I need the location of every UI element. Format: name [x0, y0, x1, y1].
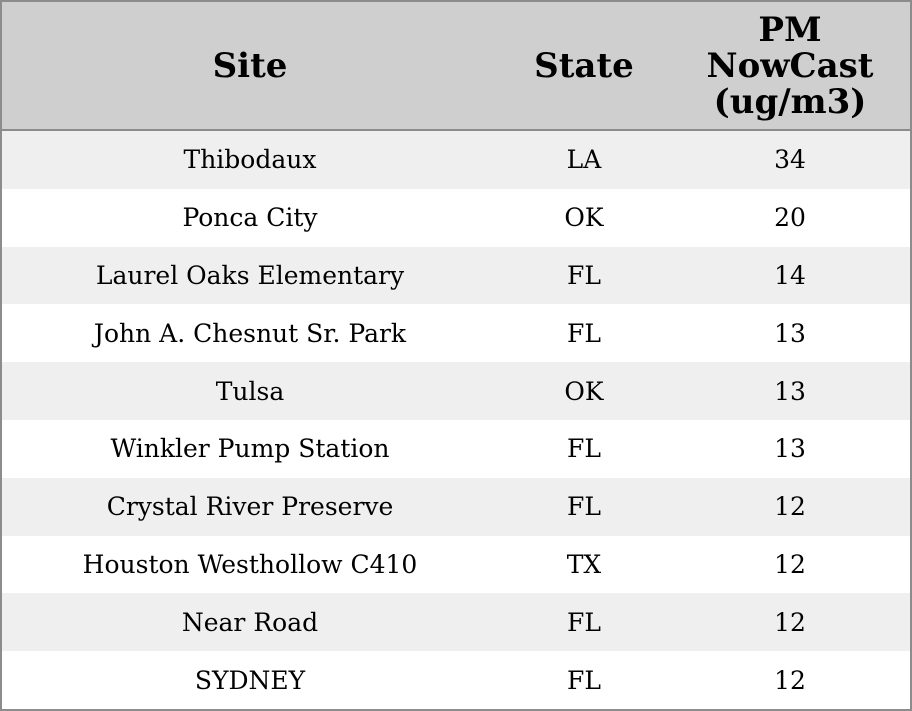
table-row: Ponca City OK 20 [2, 188, 910, 247]
cell-state: FL [567, 434, 601, 464]
cell-state: TX [566, 549, 602, 579]
cell-pm-nowcast: 12 [774, 607, 806, 637]
cell-pm-nowcast: 13 [774, 318, 806, 348]
cell-site: John A. Chesnut Sr. Park [93, 318, 407, 348]
cell-pm-nowcast: 13 [774, 434, 806, 464]
cell-site: Crystal River Preserve [106, 492, 394, 522]
table-row: SYDNEY FL 12 [2, 651, 910, 709]
cell-state: FL [567, 607, 601, 637]
cell-state: OK [564, 376, 604, 406]
cell-state: OK [564, 203, 604, 233]
table-row: Near Road FL 12 [2, 593, 910, 652]
cell-state: FL [567, 260, 601, 290]
cell-site: Tulsa [215, 376, 285, 406]
cell-state: FL [567, 318, 601, 348]
cell-site: Near Road [181, 607, 319, 637]
cell-pm-nowcast: 14 [774, 260, 806, 290]
cell-site: Winkler Pump Station [110, 434, 390, 464]
cell-pm-nowcast: 34 [774, 145, 806, 175]
header-site: Site [2, 2, 498, 129]
table-header-row: Site State PM NowCast (ug/m3) [2, 2, 910, 131]
header-pm-line3: (ug/m3) [713, 81, 867, 122]
cell-pm-nowcast: 12 [774, 492, 806, 522]
table-row: Tulsa OK 13 [2, 362, 910, 420]
table-row: Laurel Oaks Elementary FL 14 [2, 246, 910, 305]
table-row: Thibodaux LA 34 [2, 131, 910, 189]
cell-site: Laurel Oaks Elementary [95, 260, 405, 290]
header-pm-line2: NowCast [706, 45, 874, 86]
table-row: Winkler Pump Station FL 13 [2, 419, 910, 478]
cell-site: Houston Westhollow C410 [82, 549, 418, 579]
cell-site: Ponca City [182, 203, 318, 233]
cell-state: FL [567, 665, 601, 695]
header-pm-nowcast: PM NowCast (ug/m3) [670, 2, 910, 129]
cell-pm-nowcast: 12 [774, 665, 806, 695]
cell-pm-nowcast: 20 [774, 203, 806, 233]
header-pm-line1: PM [758, 9, 822, 50]
header-state: State [498, 2, 670, 129]
cell-state: FL [567, 492, 601, 522]
cell-pm-nowcast: 13 [774, 376, 806, 406]
header-state-label: State [534, 45, 634, 86]
table-row: John A. Chesnut Sr. Park FL 13 [2, 304, 910, 363]
cell-site: Thibodaux [183, 145, 317, 175]
table-row: Crystal River Preserve FL 12 [2, 477, 910, 536]
header-site-label: Site [212, 45, 288, 86]
cell-state: LA [566, 145, 602, 175]
table-body: Thibodaux LA 34 Ponca City OK 20 Laurel Oaks E… [2, 131, 910, 709]
table-row: Houston Westhollow C410 TX 12 [2, 535, 910, 594]
cell-site: SYDNEY [194, 665, 306, 695]
cell-pm-nowcast: 12 [774, 549, 806, 579]
